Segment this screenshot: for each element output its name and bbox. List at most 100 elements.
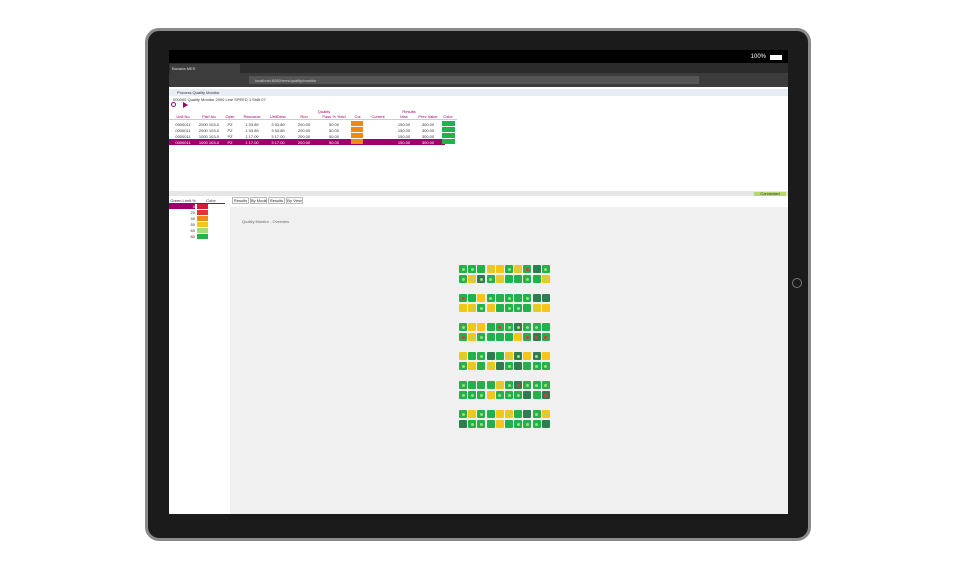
quality-color-cell bbox=[351, 133, 363, 138]
legend-color bbox=[197, 210, 208, 215]
table-cell: 2000 103-0 bbox=[198, 128, 220, 133]
tile bbox=[541, 275, 550, 283]
tile bbox=[459, 362, 467, 370]
tile-dot bbox=[535, 412, 539, 416]
app-title: Process Quality Monitor bbox=[177, 90, 220, 95]
status-button[interactable]: Connected bbox=[754, 192, 786, 196]
column-header: Pass % Yield bbox=[317, 114, 351, 120]
tile-dot bbox=[470, 422, 474, 426]
tile bbox=[523, 333, 532, 341]
tile bbox=[523, 381, 532, 389]
tile bbox=[541, 420, 550, 428]
tile-dot bbox=[516, 393, 520, 397]
tile-dot bbox=[507, 306, 511, 310]
status-bar: 100% bbox=[169, 50, 788, 63]
tile bbox=[486, 410, 495, 418]
tile bbox=[459, 304, 467, 312]
table-cell: 0000011 bbox=[175, 134, 191, 139]
legend-limit: 0 bbox=[169, 204, 195, 209]
tile-dot bbox=[544, 335, 548, 339]
tile-dot bbox=[525, 296, 529, 300]
legend-color bbox=[197, 234, 208, 239]
tile bbox=[505, 352, 513, 360]
tab-strip: Results By Mode Results By View bbox=[230, 197, 788, 204]
table-cell: 300.00 bbox=[421, 134, 435, 139]
tile-dot bbox=[516, 383, 520, 387]
tile bbox=[541, 381, 550, 389]
quality-color-cell bbox=[351, 127, 363, 132]
tile-dot bbox=[516, 306, 520, 310]
table-cell: 200.00 bbox=[297, 140, 311, 145]
tile bbox=[532, 265, 541, 273]
tile bbox=[495, 362, 504, 370]
view-tab[interactable]: By View bbox=[286, 197, 303, 204]
table-cell: 200.00 bbox=[297, 128, 311, 133]
tile bbox=[514, 294, 523, 302]
tile bbox=[523, 352, 532, 360]
search-icon[interactable] bbox=[171, 102, 176, 107]
tile-dot bbox=[507, 383, 511, 387]
legend-color bbox=[197, 222, 208, 227]
tile bbox=[459, 265, 467, 273]
tile-dot bbox=[470, 277, 474, 281]
tile bbox=[505, 265, 513, 273]
tile bbox=[459, 420, 467, 428]
legend-header: Green Limit % bbox=[169, 198, 197, 204]
url-field[interactable]: localhost:8080/mes/quality/monitor bbox=[249, 76, 699, 84]
tile bbox=[532, 275, 541, 283]
tile bbox=[477, 391, 486, 399]
tile bbox=[486, 352, 495, 360]
tile-dot bbox=[479, 277, 483, 281]
tile bbox=[505, 323, 513, 331]
tile bbox=[495, 352, 504, 360]
address-bar: localhost:8080/mes/quality/monitor bbox=[169, 73, 788, 87]
tile-dot bbox=[535, 335, 539, 339]
tile-dot bbox=[498, 383, 502, 387]
tile bbox=[532, 391, 541, 399]
tile bbox=[477, 333, 486, 341]
tile bbox=[459, 294, 467, 302]
tile-dot bbox=[461, 335, 465, 339]
tile bbox=[477, 410, 486, 418]
tile bbox=[505, 304, 513, 312]
battery-text: 100% bbox=[750, 54, 766, 60]
view-tab[interactable]: By Mode bbox=[250, 197, 267, 204]
tile bbox=[468, 410, 477, 418]
tile bbox=[514, 381, 523, 389]
tile bbox=[468, 265, 477, 273]
tile bbox=[523, 362, 532, 370]
home-button bbox=[792, 278, 802, 288]
tile-dot bbox=[535, 383, 539, 387]
tile bbox=[468, 420, 477, 428]
table-cell: 150.00 bbox=[397, 128, 411, 133]
tile-dot bbox=[535, 325, 539, 329]
tile-dot bbox=[525, 267, 529, 271]
table-cell: 0000011 bbox=[175, 140, 191, 145]
tile bbox=[486, 294, 495, 302]
browser-tab[interactable]: Bavaria MES bbox=[170, 64, 240, 73]
play-icon[interactable] bbox=[183, 102, 188, 108]
tile bbox=[468, 275, 477, 283]
tile bbox=[477, 323, 486, 331]
tile bbox=[505, 391, 513, 399]
tile bbox=[532, 381, 541, 389]
table-cell: PZ bbox=[227, 134, 233, 139]
tile bbox=[541, 323, 550, 331]
tile bbox=[459, 275, 467, 283]
view-tab[interactable]: Results bbox=[268, 197, 285, 204]
tile bbox=[495, 410, 504, 418]
tile bbox=[459, 323, 467, 331]
table-cell: 0000011 bbox=[175, 122, 191, 127]
table-cell: 300.00 bbox=[421, 128, 435, 133]
table-row[interactable] bbox=[169, 139, 445, 145]
tile bbox=[523, 304, 532, 312]
tile bbox=[468, 294, 477, 302]
table-cell: 3 17.00 bbox=[271, 140, 285, 145]
tile bbox=[486, 323, 495, 331]
table-cell: 1 53.89 bbox=[245, 122, 259, 127]
view-tab[interactable]: Results bbox=[232, 197, 249, 204]
tile bbox=[459, 333, 467, 341]
tile bbox=[523, 420, 532, 428]
tile bbox=[477, 265, 486, 273]
